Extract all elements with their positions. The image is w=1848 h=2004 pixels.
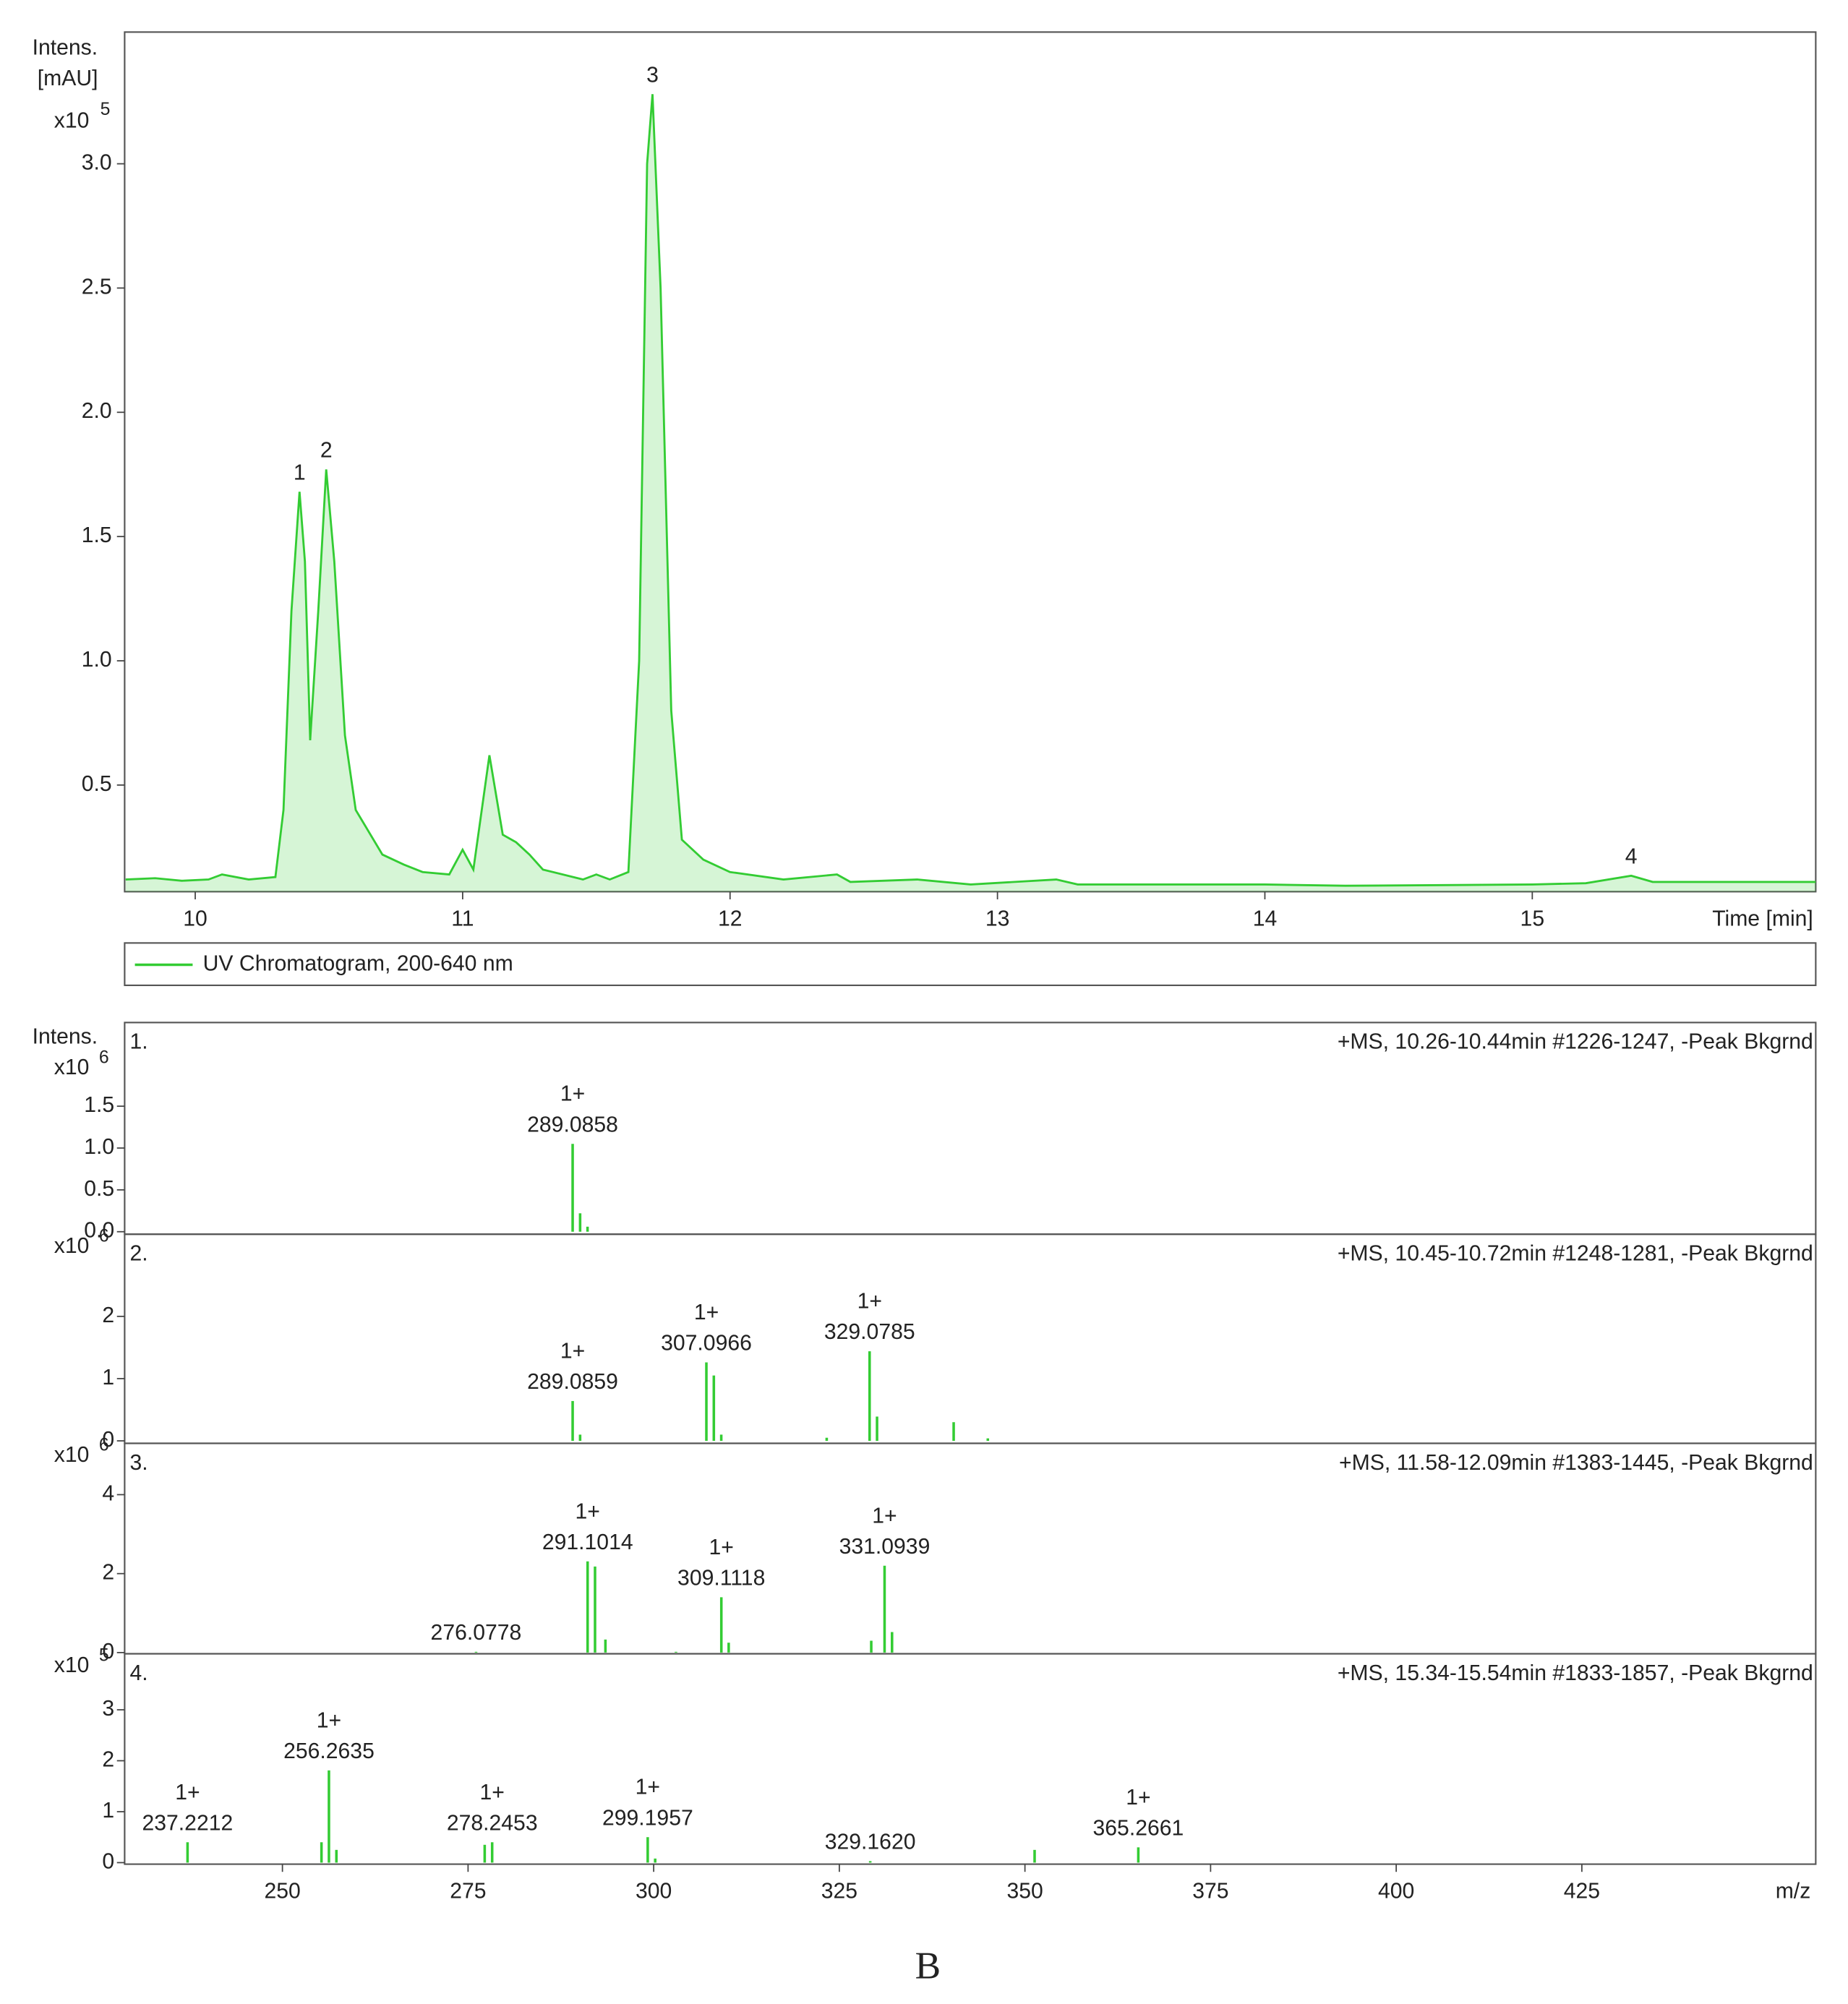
peak-label: 2 (320, 438, 333, 462)
peak-charge-label: 1+ (636, 1776, 660, 1799)
y-tick-label: 2.0 (82, 399, 112, 423)
x-tick-label: 10 (183, 907, 208, 930)
y-tick-label: 0.5 (82, 772, 112, 796)
x-tick-label: 13 (985, 907, 1010, 930)
peak-mz-label: 237.2212 (142, 1811, 234, 1835)
panel-label: 2. (129, 1242, 147, 1266)
peak-mz-label: 299.1957 (602, 1806, 693, 1830)
peak-charge-label: 1+ (560, 1082, 585, 1106)
y-tick-label: 1 (102, 1366, 114, 1389)
peak-charge-label: 1+ (576, 1499, 600, 1523)
y-scale-exponent: 5 (99, 1646, 109, 1666)
y-tick-label: 3 (102, 1697, 114, 1721)
x-tick-label: 300 (636, 1880, 672, 1904)
panel-frame (124, 1653, 1817, 1865)
peak-label: 3 (646, 63, 659, 87)
y-scale-exponent: 5 (100, 100, 111, 119)
y-axis-label: Intens. (33, 1025, 98, 1049)
peak-mz-label: 307.0966 (661, 1332, 752, 1356)
peak-label: 4 (1625, 845, 1638, 869)
x-tick-label: 15 (1520, 907, 1545, 930)
y-tick-label: 2.5 (82, 275, 112, 299)
peak-mz-label: 276.0778 (431, 1621, 522, 1645)
line (125, 94, 1816, 887)
peak-label: 1 (294, 461, 306, 484)
peak-mz-label: 289.0858 (527, 1113, 618, 1136)
y-scale-exponent: 6 (99, 1226, 109, 1246)
x-tick-label: 11 (451, 907, 474, 930)
y-tick-label: 0.5 (84, 1177, 114, 1201)
panel-label: 3. (129, 1451, 147, 1475)
y-tick-label: 0 (102, 1428, 114, 1452)
y-axis-label: [mAU] (38, 67, 98, 90)
peak-charge-label: 1+ (694, 1301, 719, 1324)
x-tick-label: 325 (821, 1880, 857, 1904)
y-axis-label: Intens. (33, 35, 98, 59)
y-scale-exponent: 6 (99, 1436, 109, 1455)
y-scale: x10 (54, 1443, 90, 1467)
peak-mz-label: 329.0785 (824, 1320, 915, 1344)
y-tick-label: 1.5 (82, 523, 112, 547)
y-scale: x10 (54, 1653, 90, 1677)
panel-title: +MS, 10.45-10.72min #1248-1281, -Peak Bk… (1338, 1242, 1813, 1266)
y-scale: x10 (54, 1234, 90, 1258)
x-axis-label: Time [min] (1712, 907, 1813, 930)
panel-frame (124, 1442, 1817, 1655)
y-tick-label: 2 (102, 1747, 114, 1771)
panel-label: 4. (129, 1661, 147, 1685)
x-tick-label: 400 (1378, 1880, 1414, 1904)
peak-mz-label: 329.1620 (825, 1830, 916, 1854)
caption: B (915, 1944, 941, 1987)
peak-mz-label: 291.1014 (542, 1530, 633, 1554)
x-tick-label: 375 (1192, 1880, 1228, 1904)
peak-mz-label: 278.2453 (447, 1811, 538, 1835)
peak-charge-label: 1+ (317, 1708, 341, 1732)
panel-frame (124, 1233, 1817, 1444)
x-tick-label: 14 (1253, 907, 1278, 930)
peak-mz-label: 256.2635 (283, 1739, 375, 1763)
x-tick-label: 350 (1006, 1880, 1043, 1904)
peak-mz-label: 365.2661 (1093, 1816, 1184, 1840)
y-tick-label: 1.0 (84, 1135, 114, 1159)
y-scale: x10 (54, 109, 90, 133)
peak-charge-label: 1+ (560, 1339, 585, 1363)
panel-title: +MS, 11.58-12.09min #1383-1445, -Peak Bk… (1339, 1451, 1813, 1475)
peak-charge-label: 1+ (872, 1504, 897, 1528)
peak-mz-label: 331.0939 (839, 1535, 931, 1559)
peak-charge-label: 1+ (1126, 1786, 1150, 1810)
x-tick-label: 12 (718, 907, 743, 930)
peak-charge-label: 1+ (480, 1781, 505, 1804)
panel-title: +MS, 15.34-15.54min #1833-1857, -Peak Bk… (1338, 1661, 1813, 1685)
y-tick-label: 0 (102, 1849, 114, 1873)
legend-label: UV Chromatogram, 200-640 nm (203, 952, 513, 976)
panel-frame (124, 1022, 1817, 1236)
peak-mz-label: 309.1118 (677, 1567, 765, 1590)
y-tick-label: 1.0 (82, 648, 112, 672)
x-tick-label: 250 (264, 1880, 300, 1904)
y-scale: x10 (54, 1055, 90, 1079)
x-tick-label: 275 (450, 1880, 486, 1904)
y-tick-label: 0 (102, 1640, 114, 1663)
uv-plot-frame (124, 31, 1817, 893)
area (125, 94, 1816, 892)
x-tick-label: 425 (1564, 1880, 1600, 1904)
y-tick-label: 0.0 (84, 1219, 114, 1243)
y-tick-label: 2 (102, 1561, 114, 1585)
peak-charge-label: 1+ (857, 1290, 882, 1314)
y-tick-label: 2 (102, 1303, 114, 1327)
panel-title: +MS, 10.26-10.44min #1226-1247, -Peak Bk… (1338, 1030, 1813, 1054)
y-tick-label: 1 (102, 1799, 114, 1823)
y-tick-label: 4 (102, 1481, 114, 1505)
peak-charge-label: 1+ (709, 1536, 734, 1559)
y-tick-label: 1.5 (84, 1093, 114, 1117)
legend-box (124, 942, 1817, 986)
peak-charge-label: 1+ (175, 1781, 200, 1804)
peak-mz-label: 289.0859 (527, 1370, 618, 1394)
y-scale-exponent: 6 (99, 1048, 109, 1068)
panel-label: 1. (129, 1030, 147, 1054)
y-tick-label: 3.0 (82, 151, 112, 175)
x-axis-label: m/z (1776, 1880, 1811, 1904)
